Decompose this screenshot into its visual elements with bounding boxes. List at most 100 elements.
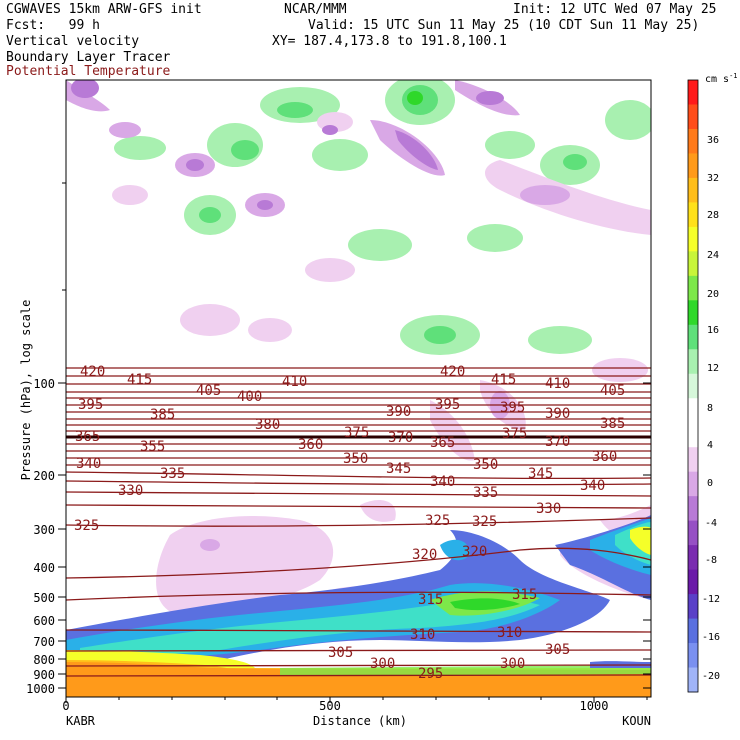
theta-label: 375	[502, 426, 527, 442]
theta-contours	[66, 367, 651, 677]
colorbar-swatch	[688, 594, 698, 620]
theta-label: 335	[473, 485, 498, 501]
plot-frame	[65, 79, 652, 698]
theta-label: 320	[412, 547, 437, 563]
colorbar-tick: 0	[707, 478, 713, 489]
y-tick-label: 800	[33, 653, 55, 667]
colorbar: cm s-1 36 32 28 24 20 16 12 8 4 0 -4 -8 …	[687, 72, 738, 693]
colorbar-tick: 4	[707, 440, 713, 451]
y-tick-label: 500	[33, 591, 55, 605]
colorbar-swatch	[688, 667, 698, 693]
theta-label: 380	[255, 417, 280, 433]
theta-label: 375	[344, 425, 369, 441]
y-tick-label: 100	[33, 377, 55, 391]
colorbar-tick: 28	[707, 210, 719, 221]
colorbar-tick: -4	[705, 518, 717, 529]
theta-label: 400	[237, 389, 262, 405]
theta-label: 405	[600, 383, 625, 399]
theta-label: 340	[430, 474, 455, 490]
theta-label: 370	[545, 434, 570, 450]
y-tick-label: 400	[33, 561, 55, 575]
theta-label: 415	[491, 372, 516, 388]
colorbar-tick: 16	[707, 325, 719, 336]
y-tick-label: 600	[33, 614, 55, 628]
theta-label: 420	[80, 364, 105, 380]
colorbar-swatch	[688, 128, 698, 154]
theta-label: 340	[76, 456, 101, 472]
theta-label: 415	[127, 372, 152, 388]
colorbar-tick: 20	[707, 289, 719, 300]
theta-label: 305	[545, 642, 570, 658]
theta-label: 350	[473, 457, 498, 473]
colorbar-swatch	[688, 422, 698, 448]
colorbar-swatch	[688, 398, 698, 424]
x-tick-label: 1000	[580, 699, 609, 713]
colorbar-swatch	[688, 569, 698, 595]
colorbar-tick: -20	[702, 671, 720, 682]
theta-label: 330	[536, 501, 561, 517]
theta-label: 325	[74, 518, 99, 534]
theta-label: 310	[410, 627, 435, 643]
y-axis-label: Pressure (hPa), log scale	[19, 300, 33, 481]
theta-label: 325	[472, 514, 497, 530]
colorbar-swatch	[688, 349, 698, 375]
model-title: CGWAVES 15km ARW-GFS init	[6, 2, 202, 17]
y-tick-label: 200	[33, 469, 55, 483]
theta-label: 360	[592, 449, 617, 465]
x-tick-label: 0	[62, 699, 69, 713]
x-start-station: KABR	[66, 714, 96, 728]
theta-label: 335	[160, 466, 185, 482]
theta-label: 355	[140, 439, 165, 455]
theta-label: 295	[418, 666, 443, 682]
theta-label: 395	[78, 397, 103, 413]
colorbar-swatches	[688, 80, 698, 693]
y-axis: 100 200 300 400 500 600 700 800 900 1000…	[19, 182, 651, 696]
bl-tracer-surface	[66, 650, 651, 697]
theta-label: 315	[418, 592, 443, 608]
bl-tracer-plume	[66, 515, 651, 670]
theta-label: 300	[370, 656, 395, 672]
colorbar-tick: 36	[707, 135, 719, 146]
theta-labels: 420 420 415 415 410 410 405 405 400 395 …	[74, 364, 625, 682]
theta-label: 305	[328, 645, 353, 661]
field-bl-tracer: Boundary Layer Tracer	[6, 50, 171, 65]
theta-label: 300	[500, 656, 525, 672]
colorbar-tick: -16	[702, 632, 720, 643]
colorbar-swatch	[688, 104, 698, 130]
colorbar-swatch	[688, 471, 698, 497]
x-axis: 0 500 1000 KABR KOUN Distance (km)	[62, 697, 651, 728]
theta-label: 395	[500, 400, 525, 416]
colorbar-tick: -8	[705, 555, 717, 566]
cross-section-endpoints: XY= 187.4,173.8 to 191.8,100.1	[272, 34, 507, 49]
colorbar-swatch	[688, 275, 698, 301]
x-end-station: KOUN	[622, 714, 651, 728]
theta-label: 345	[528, 466, 553, 482]
colorbar-swatch	[688, 251, 698, 277]
colorbar-tick: 24	[707, 250, 719, 261]
colorbar-tick: 32	[707, 173, 719, 184]
theta-label: 330	[118, 483, 143, 499]
y-tick-label: 1000	[26, 682, 55, 696]
theta-label: 405	[196, 383, 221, 399]
theta-label: 345	[386, 461, 411, 477]
theta-label: 410	[282, 374, 307, 390]
theta-label: 385	[150, 407, 175, 423]
colorbar-tick: -12	[702, 594, 720, 605]
colorbar-swatch	[688, 520, 698, 546]
colorbar-swatch	[688, 373, 698, 399]
forecast-hour: Fcst: 99 h	[6, 18, 100, 33]
colorbar-swatch	[688, 496, 698, 522]
theta-label: 410	[545, 376, 570, 392]
colorbar-swatch	[688, 177, 698, 203]
colorbar-swatch	[688, 300, 698, 326]
init-time: Init: 12 UTC Wed 07 May 25	[513, 2, 717, 17]
theta-label: 390	[386, 404, 411, 420]
theta-label: 365	[75, 429, 100, 445]
theta-label: 310	[497, 625, 522, 641]
plot-field: 420 420 415 415 410 410 405 405 400 395 …	[66, 80, 651, 697]
y-tick-label: 300	[33, 523, 55, 537]
theta-label: 320	[462, 544, 487, 560]
theta-label: 420	[440, 364, 465, 380]
y-tick-label: 900	[33, 668, 55, 682]
